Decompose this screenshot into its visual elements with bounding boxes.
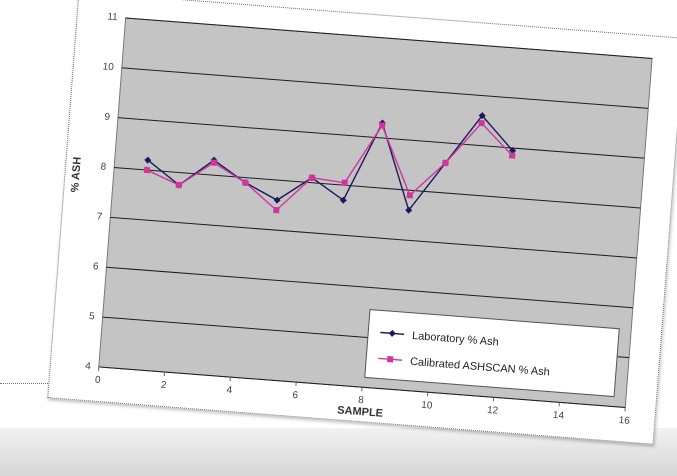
x-tick-label: 6 [292,390,299,401]
gridline [106,266,633,309]
data-point [406,192,414,199]
data-point [175,181,183,189]
series-line-1 [147,114,514,212]
y-tick-label: 11 [107,12,119,24]
legend-marker [387,356,394,363]
legend-marker [388,329,396,337]
data-point [509,147,517,155]
x-tick-label: 8 [358,395,365,406]
data-point [341,179,348,186]
x-tick-label: 0 [95,375,102,386]
gridline [114,167,641,209]
gridline [125,17,653,59]
data-point [144,156,152,164]
gridline [110,216,637,259]
y-tick-label: 5 [89,311,96,322]
legend-box [364,309,620,398]
data-point [273,196,281,204]
data-point [405,206,413,214]
series-line-2 [146,122,513,212]
x-tick-label: 14 [552,410,564,422]
y-tick-label: 8 [100,162,107,173]
y-tick-label: 9 [104,112,111,123]
x-tick-label: 2 [160,380,167,391]
x-tick-label: 4 [226,385,233,396]
x-tick-label: 10 [421,400,433,412]
y-tick-label: 7 [96,211,103,222]
data-point [143,166,151,174]
gridline [117,117,645,159]
data-point [273,206,280,214]
y-axis-title: % ASH [69,156,84,193]
data-point [478,119,485,127]
data-point [339,196,347,204]
y-tick-label: 4 [85,361,92,372]
x-axis-title: SAMPLE [337,404,384,419]
y-tick-label: 6 [92,261,99,272]
data-point [378,122,386,129]
gridline [121,67,649,109]
chart-card: 4 5 6 7 8 9 10 11 0 2 4 6 8 10 12 14 16 Laboratory % Ash… [47,0,677,445]
x-tick-label: 12 [487,405,499,417]
y-tick-label: 10 [102,61,114,73]
x-tick-label: 16 [618,415,630,427]
data-point [242,179,249,186]
data-point [210,159,218,166]
data-point [308,174,316,181]
data-point [442,159,449,167]
data-point [478,112,486,120]
data-point [509,152,516,159]
